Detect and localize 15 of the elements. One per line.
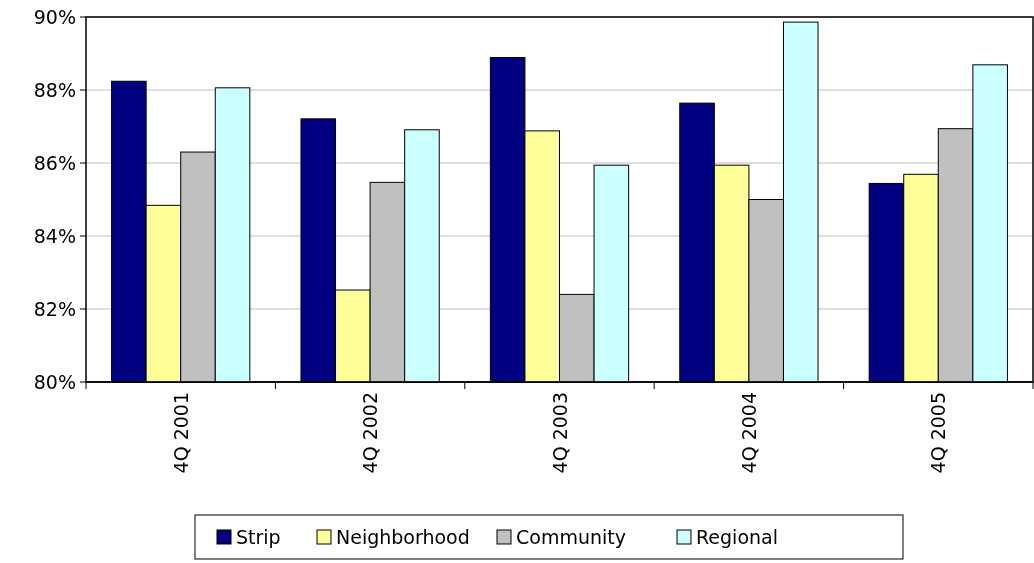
legend-label: Neighborhood	[336, 525, 470, 548]
x-tick-label: 4Q 2004	[737, 392, 760, 474]
y-tick-label: 84%	[33, 224, 76, 247]
y-tick-label: 90%	[33, 5, 76, 28]
y-tick-label: 88%	[33, 78, 76, 101]
y-tick-label: 80%	[33, 370, 76, 393]
x-tick-label: 4Q 2002	[359, 392, 382, 474]
legend-label: Strip	[236, 525, 281, 548]
x-tick-label: 4Q 2003	[548, 392, 571, 474]
legend-label: Regional	[696, 525, 778, 548]
x-tick-label: 4Q 2005	[927, 392, 950, 474]
legend-label: Community	[516, 525, 626, 548]
y-tick-label: 86%	[33, 151, 76, 174]
y-tick-label: 82%	[33, 297, 76, 320]
x-tick-label: 4Q 2001	[169, 392, 192, 474]
